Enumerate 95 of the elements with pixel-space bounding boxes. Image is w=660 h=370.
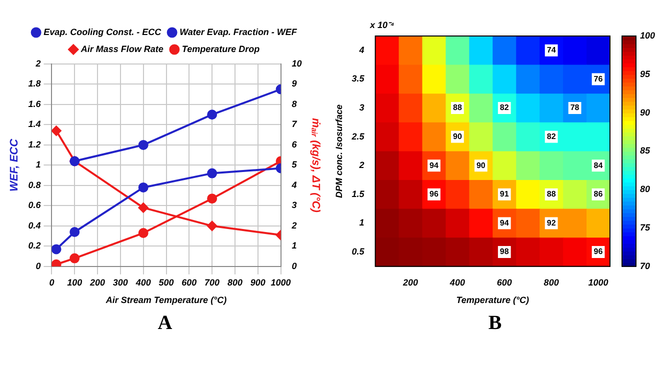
x-tick-label: 800 — [544, 277, 559, 288]
data-label: 92 — [546, 218, 556, 228]
y-tick-label: 1 — [36, 160, 41, 170]
y2-tick-label: 1 — [292, 240, 297, 251]
y-tick-label: 1.4 — [28, 119, 41, 130]
y-tick-label: 0.2 — [28, 240, 41, 251]
point — [52, 126, 62, 136]
data-label: 78 — [570, 103, 580, 112]
x-tick-label: 800 — [227, 277, 242, 288]
y-tick-label: 1.8 — [28, 78, 41, 89]
point — [138, 228, 148, 238]
color-bar-label: 100 — [640, 30, 656, 40]
x-tick-label: 300 — [112, 277, 128, 288]
data-label: 82 — [546, 132, 556, 142]
data-label: 90 — [453, 132, 462, 142]
y-tick-label: 0.4 — [28, 220, 41, 230]
y2-tick-label: 7 — [292, 119, 298, 130]
data-label: 96 — [430, 190, 439, 199]
y-tick-label: 0.5 — [352, 246, 366, 256]
data-label: 98 — [500, 247, 510, 256]
color-bar-label: 80 — [640, 184, 650, 194]
x-tick-label: 600 — [182, 277, 197, 288]
color-bar-label: 75 — [640, 222, 652, 232]
y2-tick-label: 9 — [292, 78, 297, 89]
y2-tick-label: 6 — [292, 139, 298, 150]
data-label: 96 — [594, 247, 604, 256]
x-tick-label: 900 — [250, 277, 266, 288]
data-label: 74 — [546, 46, 556, 55]
x-tick-label: 400 — [134, 277, 151, 288]
y2-tick-label: 0 — [292, 260, 297, 271]
y-tick-label: 0 — [36, 260, 41, 271]
point — [207, 220, 218, 231]
legend-label: Temperature Drop — [182, 44, 260, 54]
text: A — [156, 312, 174, 335]
y-tick-label: 1.6 — [28, 98, 42, 109]
x-axis-title: Temperature (°C) — [456, 295, 530, 306]
color-bar-label: 90 — [640, 107, 650, 118]
text: B — [487, 312, 503, 335]
point — [52, 244, 62, 254]
text: x 10⁻⁴ — [370, 19, 394, 31]
y-axis-title: DPM conc. Isosurface — [334, 104, 344, 198]
y2-tick-label: 10 — [292, 58, 302, 68]
data-label: 94 — [430, 160, 439, 170]
point — [207, 168, 218, 178]
point — [70, 226, 80, 237]
color-bar-label: 70 — [640, 260, 650, 271]
y2-axis-title: ṁₐᵢᵣ (kg/s), ΔT (°C) — [309, 118, 322, 213]
legend-label: Evap. Cooling Const. - ECC — [44, 26, 162, 37]
x-tick-label: 0 — [49, 277, 54, 288]
data-label: 94 — [500, 218, 510, 228]
color-bar-label: 95 — [640, 68, 652, 79]
data-label: 90 — [476, 160, 486, 170]
y2-tick-label: 5 — [292, 160, 298, 170]
y-tick-label: 3.5 — [352, 74, 366, 84]
x-tick-label: 600 — [496, 277, 512, 288]
x-tick-label: 1000 — [588, 277, 608, 288]
data-label: 76 — [594, 74, 604, 84]
data-label: 86 — [594, 190, 604, 199]
data-label: 82 — [500, 103, 510, 112]
y-tick-label: 2 — [34, 58, 41, 68]
y-tick-label: 1.2 — [28, 139, 41, 150]
x-tick-label: 400 — [448, 277, 465, 288]
x-tick-label: 100 — [67, 277, 82, 288]
legend-label: Water Evap. Fraction - WEF — [180, 26, 298, 37]
data-label: 91 — [500, 190, 510, 199]
y-tick-label: 0.8 — [28, 180, 41, 190]
point — [207, 110, 218, 120]
y-tick-label: 2.5 — [350, 131, 366, 142]
x-tick-label: 1000 — [270, 277, 291, 288]
x-tick-label: 700 — [204, 277, 220, 288]
y-axis-title: WEF, ECC — [8, 138, 21, 192]
point — [207, 194, 218, 204]
x-tick-label: 200 — [402, 277, 418, 288]
x-axis-title: Air Stream Temperature (°C) — [104, 295, 227, 306]
color-bar-label: 85 — [640, 146, 652, 156]
x-tick-label: 500 — [158, 277, 174, 288]
y2-tick-label: 8 — [292, 98, 297, 109]
y-tick-label: 3 — [359, 102, 364, 112]
legend-label: Air Mass Flow Rate — [80, 44, 164, 54]
y2-tick-label: 2 — [290, 220, 297, 230]
data-label: 88 — [453, 103, 462, 112]
data-label: 88 — [546, 190, 556, 199]
point — [70, 253, 80, 264]
y2-tick-label: 3 — [292, 200, 297, 210]
point — [138, 182, 148, 192]
y-tick-label: 1 — [359, 218, 364, 228]
y-tick-label: 0.6 — [28, 200, 42, 210]
point — [138, 140, 148, 150]
y-tick-label: 1.5 — [352, 188, 366, 199]
point — [138, 202, 148, 213]
y2-tick-label: 4 — [290, 180, 297, 190]
data-label: 84 — [594, 160, 604, 170]
x-tick-label: 200 — [89, 277, 106, 288]
y-tick-label: 2 — [358, 160, 364, 170]
y-tick-label: 4 — [358, 44, 364, 55]
